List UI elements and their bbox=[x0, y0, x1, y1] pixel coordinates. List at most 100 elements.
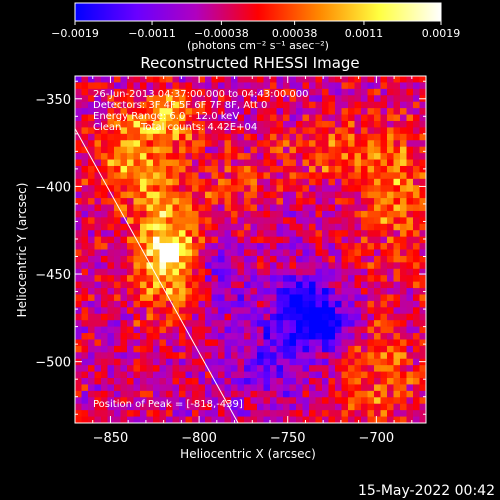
heatmap-cell bbox=[413, 210, 421, 218]
heatmap-cell bbox=[205, 339, 213, 347]
heatmap-cell bbox=[257, 397, 265, 405]
heatmap-cell bbox=[88, 223, 96, 231]
heatmap-cell bbox=[133, 159, 141, 167]
heatmap-cell bbox=[192, 288, 200, 296]
heatmap-cell bbox=[322, 76, 330, 84]
heatmap-cell bbox=[101, 397, 109, 405]
heatmap-cell bbox=[393, 313, 401, 321]
heatmap-cell bbox=[270, 178, 278, 186]
heatmap-cell bbox=[133, 95, 141, 103]
heatmap-cell bbox=[374, 120, 382, 129]
heatmap-cell bbox=[146, 365, 154, 373]
heatmap-cell bbox=[179, 223, 187, 231]
heatmap-cell bbox=[374, 294, 382, 302]
heatmap-cell bbox=[127, 178, 135, 186]
heatmap-cell bbox=[166, 345, 174, 353]
heatmap-cell bbox=[192, 146, 200, 154]
heatmap-cell bbox=[406, 243, 414, 251]
heatmap-cell bbox=[354, 172, 362, 180]
heatmap-cell bbox=[374, 288, 382, 296]
heatmap-cell bbox=[244, 120, 252, 129]
heatmap-cell bbox=[107, 313, 115, 321]
heatmap-cell bbox=[296, 108, 304, 116]
heatmap-cell bbox=[88, 165, 96, 173]
heatmap-cell bbox=[374, 172, 382, 180]
heatmap-cell bbox=[354, 268, 362, 276]
heatmap-cell bbox=[185, 76, 193, 84]
heatmap-cell bbox=[361, 236, 369, 244]
heatmap-cell bbox=[166, 236, 174, 244]
heatmap-cell bbox=[198, 127, 206, 135]
heatmap-cell bbox=[218, 320, 226, 328]
heatmap-cell bbox=[120, 268, 128, 276]
heatmap-cell bbox=[400, 390, 408, 398]
heatmap-cell bbox=[153, 358, 161, 366]
heatmap-cell bbox=[302, 153, 310, 161]
heatmap-cell bbox=[270, 345, 278, 353]
heatmap-cell bbox=[237, 153, 245, 161]
heatmap-cell bbox=[107, 275, 115, 283]
heatmap-cell bbox=[81, 133, 89, 141]
heatmap-cell bbox=[218, 120, 226, 129]
heatmap-cell bbox=[283, 255, 291, 263]
heatmap-cell bbox=[257, 95, 265, 103]
heatmap-cell bbox=[101, 288, 109, 296]
heatmap-cell bbox=[101, 76, 109, 84]
heatmap-cell bbox=[270, 255, 278, 263]
heatmap-cell bbox=[133, 326, 141, 334]
heatmap-cell bbox=[101, 281, 109, 289]
heatmap-cell bbox=[192, 249, 200, 257]
heatmap-cell bbox=[88, 313, 96, 321]
heatmap-cell bbox=[406, 88, 414, 96]
heatmap-cell bbox=[75, 326, 83, 334]
heatmap-cell bbox=[159, 223, 167, 231]
heatmap-cell bbox=[322, 108, 330, 116]
heatmap-cell bbox=[361, 108, 369, 116]
heatmap-cell bbox=[140, 255, 148, 263]
heatmap-cell bbox=[159, 210, 167, 218]
heatmap-cell bbox=[276, 140, 284, 148]
heatmap-cell bbox=[185, 217, 193, 225]
heatmap-cell bbox=[166, 320, 174, 328]
heatmap-cell bbox=[127, 159, 135, 167]
heatmap-cell bbox=[315, 268, 323, 276]
heatmap-cell bbox=[140, 320, 148, 328]
heatmap-cell bbox=[250, 236, 258, 244]
heatmap-cell bbox=[146, 146, 154, 154]
heatmap-cell bbox=[250, 345, 258, 353]
heatmap-cell bbox=[406, 159, 414, 167]
heatmap-cell bbox=[341, 243, 349, 251]
heatmap-cell bbox=[315, 294, 323, 302]
heatmap-cell bbox=[120, 352, 128, 360]
heatmap-cell bbox=[296, 198, 304, 206]
heatmap-cell bbox=[322, 345, 330, 353]
heatmap-cell bbox=[374, 82, 382, 90]
heatmap-cell bbox=[322, 88, 330, 96]
heatmap-cell bbox=[211, 191, 219, 199]
heatmap-cell bbox=[172, 198, 180, 206]
heatmap-cell bbox=[367, 365, 375, 373]
heatmap-cell bbox=[231, 365, 239, 373]
heatmap-cell bbox=[114, 403, 122, 411]
y-tick-label: −500 bbox=[35, 356, 71, 371]
heatmap-cell bbox=[380, 268, 388, 276]
heatmap-cell bbox=[335, 339, 343, 347]
heatmap-cell bbox=[296, 352, 304, 360]
heatmap-cell bbox=[185, 307, 193, 315]
heatmap-cell bbox=[263, 172, 271, 180]
heatmap-cell bbox=[419, 397, 426, 405]
heatmap-cell bbox=[302, 416, 310, 423]
heatmap-cell bbox=[289, 165, 297, 173]
heatmap-cell bbox=[354, 262, 362, 270]
heatmap-cell bbox=[101, 255, 109, 263]
heatmap-cell bbox=[270, 262, 278, 270]
heatmap-cell bbox=[172, 159, 180, 167]
heatmap-cell bbox=[140, 133, 148, 141]
heatmap-cell bbox=[224, 262, 232, 270]
heatmap-cell bbox=[263, 403, 271, 411]
heatmap-cell bbox=[413, 358, 421, 366]
heatmap-cell bbox=[205, 307, 213, 315]
heatmap-cell bbox=[387, 294, 395, 302]
heatmap-cell bbox=[133, 378, 141, 386]
heatmap-cell bbox=[276, 249, 284, 257]
